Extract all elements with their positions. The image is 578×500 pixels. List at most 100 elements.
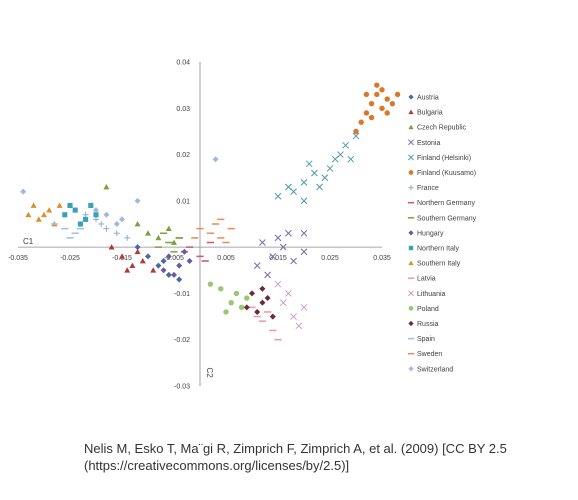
series-latvia bbox=[248, 306, 282, 341]
data-point bbox=[119, 216, 125, 223]
y-tick-label: -0.03 bbox=[174, 384, 190, 391]
legend-marker bbox=[408, 320, 414, 327]
series-france bbox=[82, 211, 131, 241]
series-finland-kuusamo bbox=[353, 82, 401, 135]
legend-label: Southern Germany bbox=[417, 215, 477, 222]
data-point bbox=[160, 267, 167, 274]
data-point bbox=[384, 96, 390, 102]
legend-label: Hungary bbox=[417, 230, 444, 237]
data-point bbox=[264, 271, 271, 279]
data-point bbox=[93, 212, 99, 218]
y-tick-label: -0.02 bbox=[174, 337, 190, 344]
legend-marker bbox=[408, 230, 414, 236]
legend-label: Northern Italy bbox=[417, 246, 460, 253]
y-axis-label: C2 bbox=[205, 367, 214, 378]
data-point bbox=[316, 183, 323, 191]
legend-label: Finland (Kuusamo) bbox=[417, 170, 476, 177]
legend-item: Czech Republic bbox=[408, 124, 467, 132]
data-point bbox=[389, 100, 396, 107]
data-point bbox=[347, 155, 355, 163]
data-point bbox=[72, 207, 78, 213]
series-sweden bbox=[191, 218, 235, 244]
data-point bbox=[300, 303, 308, 311]
data-point bbox=[176, 276, 183, 283]
series-lithuania bbox=[274, 280, 308, 330]
data-point bbox=[82, 211, 89, 218]
data-point bbox=[279, 299, 287, 307]
data-point bbox=[145, 253, 151, 260]
data-point bbox=[83, 216, 89, 222]
series-estonia bbox=[253, 229, 308, 279]
series-southern-germany bbox=[154, 232, 183, 253]
data-point bbox=[218, 286, 224, 292]
legend-label: Russia bbox=[417, 321, 439, 328]
series-hungary bbox=[160, 248, 193, 278]
data-point bbox=[321, 174, 329, 182]
legend: Austria Bulgaria Czech Republic Estonia Finl… bbox=[407, 94, 477, 373]
x-tick-label: -0.035 bbox=[8, 255, 28, 262]
legend-label: Austria bbox=[417, 95, 439, 102]
series-russia bbox=[243, 285, 276, 320]
data-point bbox=[243, 304, 250, 311]
legend-item: Lithuania bbox=[408, 290, 446, 298]
data-point bbox=[129, 262, 136, 269]
legend-label: Southern Italy bbox=[417, 261, 461, 268]
x-axis-label: C1 bbox=[23, 237, 34, 246]
data-point bbox=[285, 229, 292, 237]
data-point bbox=[379, 87, 385, 93]
data-point bbox=[353, 128, 359, 135]
legend-label: Finland (Helsinki) bbox=[417, 155, 471, 162]
legend-marker bbox=[408, 290, 414, 297]
x-tick-label: 0.005 bbox=[217, 255, 235, 262]
legend-item: Latvia bbox=[407, 276, 436, 283]
data-point bbox=[134, 221, 141, 227]
data-point bbox=[134, 248, 141, 255]
legend-marker bbox=[408, 124, 414, 130]
legend-item: Northern Germany bbox=[407, 200, 475, 207]
data-point bbox=[77, 221, 83, 227]
data-point bbox=[274, 280, 282, 288]
data-point bbox=[150, 267, 157, 273]
legend-marker bbox=[408, 366, 414, 372]
data-point bbox=[165, 271, 172, 278]
legend-marker bbox=[408, 154, 414, 161]
data-point bbox=[253, 262, 261, 270]
legend-item: Austria bbox=[408, 94, 439, 102]
data-point bbox=[155, 234, 162, 241]
data-point bbox=[384, 110, 390, 116]
legend-item: Estonia bbox=[408, 139, 440, 147]
data-point bbox=[249, 290, 255, 297]
data-point bbox=[35, 216, 42, 222]
legend-item: Finland (Helsinki) bbox=[408, 154, 471, 162]
legend-label: Latvia bbox=[417, 276, 436, 283]
data-point bbox=[290, 313, 297, 320]
legend-item: Bulgaria bbox=[408, 109, 443, 117]
data-point bbox=[311, 169, 318, 177]
x-tick-label: -0.005 bbox=[164, 255, 184, 262]
data-point bbox=[279, 243, 287, 251]
data-point bbox=[228, 299, 234, 306]
data-point bbox=[41, 211, 47, 218]
legend-label: Czech Republic bbox=[417, 125, 467, 132]
data-point bbox=[56, 202, 63, 208]
series-finland-helsinki bbox=[274, 132, 360, 205]
legend-marker bbox=[408, 139, 414, 146]
legend-marker bbox=[408, 306, 414, 311]
series-switzerland bbox=[20, 156, 219, 227]
caption-line-1: Nelis M, Esko T, Ma¨gi R, Zimprich F, Zi… bbox=[84, 441, 507, 456]
legend-item: Northern Italy bbox=[408, 245, 460, 253]
data-point bbox=[223, 309, 229, 315]
data-point bbox=[305, 160, 313, 168]
x-tick-label: -0.025 bbox=[60, 255, 80, 262]
data-point bbox=[254, 308, 261, 315]
data-point bbox=[98, 221, 105, 227]
series-austria bbox=[134, 244, 183, 283]
legend-item: Sweden bbox=[407, 351, 442, 358]
legend-label: Poland bbox=[417, 306, 439, 313]
x-tick-label: 0.035 bbox=[373, 255, 391, 262]
series-czech-republic bbox=[103, 183, 177, 245]
y-tick-label: -0.01 bbox=[174, 291, 190, 298]
legend-marker bbox=[408, 245, 414, 251]
data-point bbox=[103, 225, 110, 232]
attribution-caption: Nelis M, Esko T, Ma¨gi R, Zimprich F, Zi… bbox=[84, 440, 554, 474]
